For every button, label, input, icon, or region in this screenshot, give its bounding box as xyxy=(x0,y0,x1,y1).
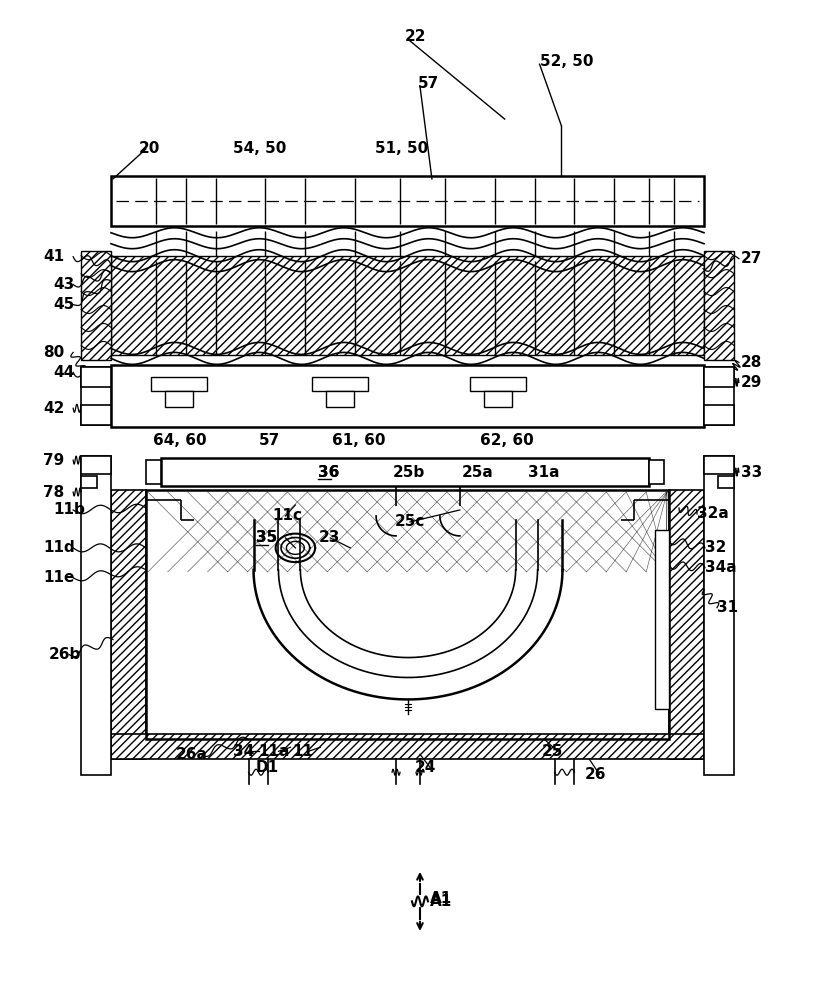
Text: 35: 35 xyxy=(255,530,277,545)
Bar xyxy=(718,476,734,488)
Bar xyxy=(704,367,734,425)
Text: 80: 80 xyxy=(44,345,65,360)
Text: 35: 35 xyxy=(255,530,277,545)
Bar xyxy=(165,391,193,407)
Text: D1: D1 xyxy=(255,760,278,775)
Bar xyxy=(326,391,354,407)
Bar xyxy=(161,458,649,486)
Bar xyxy=(704,405,734,425)
Bar xyxy=(111,256,704,355)
Text: 54, 50: 54, 50 xyxy=(232,141,286,156)
Text: 28: 28 xyxy=(741,355,762,370)
Text: 34a: 34a xyxy=(705,560,736,575)
Bar xyxy=(151,377,207,391)
Text: 44: 44 xyxy=(53,365,75,380)
Text: 25c: 25c xyxy=(395,514,425,529)
Text: 11e: 11e xyxy=(44,570,75,585)
Text: 43: 43 xyxy=(53,277,75,292)
Bar xyxy=(146,490,669,739)
Text: 78: 78 xyxy=(44,485,65,500)
Text: 22: 22 xyxy=(405,29,427,44)
Text: 34: 34 xyxy=(232,744,254,759)
Bar xyxy=(704,456,734,474)
Text: 64, 60: 64, 60 xyxy=(153,433,207,448)
Text: 27: 27 xyxy=(741,251,762,266)
Bar xyxy=(312,377,368,391)
Text: 25: 25 xyxy=(542,744,563,759)
Bar xyxy=(484,391,511,407)
Bar xyxy=(81,456,111,474)
Bar xyxy=(704,367,734,387)
Text: 57: 57 xyxy=(259,433,280,448)
Bar xyxy=(81,405,111,425)
Bar xyxy=(81,476,97,488)
Text: 62, 60: 62, 60 xyxy=(479,433,534,448)
Text: 33: 33 xyxy=(741,465,762,480)
Text: 51, 50: 51, 50 xyxy=(375,141,429,156)
Text: 23: 23 xyxy=(319,530,340,545)
Text: 11a: 11a xyxy=(259,744,290,759)
Text: 29: 29 xyxy=(741,375,762,390)
Text: 57: 57 xyxy=(418,76,439,91)
Text: 31: 31 xyxy=(717,600,738,615)
Text: 41: 41 xyxy=(44,249,64,264)
Text: 26b: 26b xyxy=(49,647,81,662)
Text: 42: 42 xyxy=(44,401,65,416)
Text: 61, 60: 61, 60 xyxy=(333,433,386,448)
Bar xyxy=(704,456,734,775)
Bar xyxy=(111,176,704,226)
Text: 25a: 25a xyxy=(462,465,493,480)
Bar xyxy=(655,530,669,709)
Bar xyxy=(81,367,111,425)
Text: 24: 24 xyxy=(415,760,436,775)
Text: 36: 36 xyxy=(319,465,340,480)
Text: 32: 32 xyxy=(705,540,727,555)
Text: 36: 36 xyxy=(319,465,340,480)
Bar xyxy=(81,251,111,360)
Text: 20: 20 xyxy=(139,141,160,156)
Bar xyxy=(111,734,704,759)
Bar xyxy=(111,490,146,759)
Bar xyxy=(81,456,111,775)
Bar xyxy=(704,251,734,360)
Text: 11c: 11c xyxy=(273,508,302,523)
Text: 31a: 31a xyxy=(528,465,559,480)
Bar xyxy=(669,490,704,759)
Text: 25b: 25b xyxy=(393,465,425,480)
Bar xyxy=(111,365,704,427)
Bar xyxy=(81,367,111,387)
Bar xyxy=(146,460,161,484)
Text: 26: 26 xyxy=(585,767,606,782)
Bar xyxy=(470,377,525,391)
Text: 52, 50: 52, 50 xyxy=(539,54,593,69)
Bar xyxy=(649,460,664,484)
Text: 26a: 26a xyxy=(176,747,208,762)
Text: 79: 79 xyxy=(44,453,65,468)
Text: 11d: 11d xyxy=(44,540,75,555)
Text: 32a: 32a xyxy=(697,506,729,521)
Text: A1: A1 xyxy=(430,894,452,909)
Text: A1: A1 xyxy=(430,891,452,906)
Text: 45: 45 xyxy=(53,297,75,312)
Text: 11b: 11b xyxy=(53,502,85,517)
Text: 11: 11 xyxy=(292,744,314,759)
